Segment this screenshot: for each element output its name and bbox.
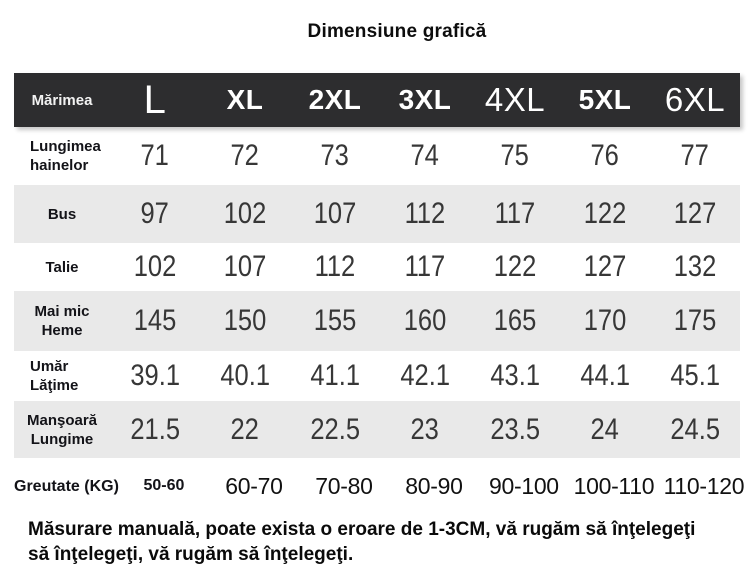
table-row-sleeve-length: Manşoară Lungime 21.5 22 22.5 23 23.5 24… — [14, 401, 740, 458]
cell-value: 22 — [230, 412, 260, 446]
cell-value: 60-70 — [225, 472, 283, 499]
cell-value: 107 — [313, 197, 357, 230]
cell-value: 110-120 — [663, 472, 745, 499]
cell-value: 21.5 — [130, 412, 180, 446]
cell-value: 23 — [410, 412, 440, 446]
cell-value: 127 — [583, 250, 627, 283]
cell-value: 107 — [223, 250, 267, 283]
row-label: Manşoară Lungime — [26, 411, 98, 448]
cell-value: 77 — [680, 139, 710, 172]
cell-value: 102 — [223, 197, 267, 230]
cell-value: 160 — [403, 304, 447, 337]
table-row-bust: Bus 97 102 107 112 117 122 127 — [14, 185, 740, 243]
size-col-4xl: 4XL — [484, 81, 546, 118]
row-label: Lungimea hainelor — [30, 138, 101, 174]
size-col-2xl: 2XL — [308, 84, 362, 115]
measurement-disclaimer: Măsurare manuală, poate exista o eroare … — [28, 519, 696, 565]
size-col-3xl: 3XL — [398, 84, 452, 115]
cell-value: 42.1 — [400, 359, 450, 392]
page-title: Dimensiune grafică — [307, 21, 487, 42]
cell-value: 145 — [133, 304, 177, 337]
cell-value: 175 — [673, 304, 717, 337]
table-header-row: Mărimea L XL 2XL 3XL 4XL 5XL 6XL — [14, 73, 740, 127]
cell-value: 155 — [313, 304, 357, 337]
cell-value: 122 — [493, 250, 537, 283]
row-label: Bus — [47, 205, 77, 223]
cell-value: 24 — [590, 412, 620, 446]
cell-value: 122 — [583, 197, 627, 230]
cell-value: 90-100 — [488, 472, 559, 499]
cell-value: 75 — [500, 139, 530, 172]
cell-value: 97 — [140, 197, 170, 230]
cell-value: 44.1 — [580, 359, 630, 392]
cell-value: 132 — [673, 250, 717, 283]
cell-value: 150 — [223, 304, 267, 337]
cell-value: 76 — [590, 139, 620, 172]
table-row-garment-length: Lungimea hainelor 71 72 73 74 75 76 77 — [14, 127, 740, 185]
cell-value: 24.5 — [670, 412, 720, 446]
cell-value: 112 — [314, 250, 356, 283]
cell-value: 70-80 — [315, 472, 373, 499]
cell-value: 43.1 — [490, 359, 540, 392]
table-row-shoulder-width: Umăr Lăţime 39.1 40.1 41.1 42.1 43.1 44.… — [14, 351, 740, 401]
table-row-waist: Talie 102 107 112 117 122 127 132 — [14, 243, 740, 291]
size-col-xl: XL — [226, 84, 264, 115]
row-label: Greutate (KG) — [14, 477, 119, 495]
cell-value: 41.1 — [310, 359, 360, 392]
table-row-weight: Greutate (KG) 50-60 60-70 70-80 80-90 90… — [14, 466, 745, 506]
header-label-marimea: Mărimea — [31, 91, 93, 109]
cell-value: 22.5 — [310, 412, 360, 446]
cell-value: 73 — [320, 139, 350, 172]
table-row-hem: Mai mic Heme 145 150 155 160 165 170 175 — [14, 291, 740, 351]
cell-value: 80-90 — [405, 472, 463, 499]
cell-value: 117 — [494, 197, 536, 230]
cell-value: 39.1 — [130, 359, 180, 392]
size-col-l: L — [143, 77, 167, 122]
cell-value: 23.5 — [490, 412, 540, 446]
cell-value: 72 — [230, 139, 260, 172]
cell-value: 74 — [410, 139, 440, 172]
cell-value: 112 — [404, 197, 446, 230]
cell-value: 45.1 — [670, 359, 720, 392]
cell-value: 100-110 — [573, 472, 655, 499]
row-label: Umăr Lăţime — [30, 358, 79, 394]
cell-value: 165 — [493, 304, 537, 337]
cell-value: 170 — [583, 304, 627, 337]
cell-value: 117 — [404, 250, 446, 283]
cell-value: 127 — [673, 197, 717, 230]
size-table: Mărimea L XL 2XL 3XL 4XL 5XL 6XL Lungime… — [14, 73, 745, 506]
size-col-6xl: 6XL — [664, 81, 726, 118]
cell-value: 71 — [140, 139, 170, 172]
cell-value: 50-60 — [143, 477, 185, 494]
row-label: Talie — [45, 258, 79, 276]
cell-value: 102 — [133, 250, 177, 283]
row-label: Mai mic Heme — [34, 303, 90, 339]
cell-value: 40.1 — [220, 359, 270, 392]
size-col-5xl: 5XL — [578, 84, 632, 115]
